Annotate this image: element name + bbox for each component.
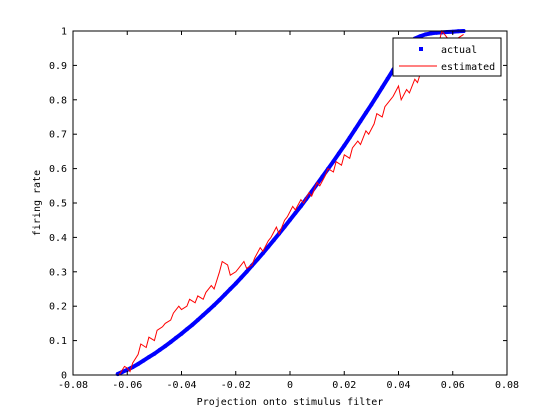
y-axis-ticks: 0 0.1 0.2 0.3 0.4 0.5 0.6 0.7 0.8 0.9 1 [49, 27, 507, 382]
data-point-actual [429, 31, 434, 36]
data-point-actual [260, 251, 265, 256]
legend-label-estimated: estimated [441, 62, 495, 73]
data-point-actual [201, 313, 206, 318]
data-point-actual [331, 159, 336, 164]
data-point-actual [374, 94, 379, 98]
data-point-actual [184, 327, 189, 332]
legend: actual estimated [392, 37, 502, 77]
data-point-actual [288, 217, 292, 222]
data-point-actual [146, 355, 151, 360]
data-point-actual [168, 340, 173, 344]
data-point-actual [179, 331, 184, 336]
data-point-actual [222, 292, 227, 297]
data-point-actual [190, 322, 195, 327]
data-point-actual [336, 151, 341, 156]
x-axis-label: Projection onto stimulus filter [197, 397, 384, 408]
data-point-actual [163, 344, 168, 349]
plot-area [73, 31, 507, 375]
data-point-actual [358, 119, 363, 124]
legend-box [392, 37, 502, 77]
x-tick-label: 0.02 [332, 380, 356, 391]
data-point-actual [255, 257, 260, 262]
data-point-actual [141, 358, 146, 363]
data-point-actual [363, 110, 368, 115]
y-tick-label: 0.3 [49, 267, 67, 278]
y-tick-label: 0.8 [49, 95, 67, 106]
data-point-actual [266, 244, 271, 249]
data-point-actual [418, 34, 423, 39]
data-point-actual [174, 335, 179, 340]
y-tick-label: 0.4 [49, 233, 67, 244]
data-point-actual [434, 30, 439, 35]
data-point-actual [157, 347, 162, 352]
x-tick-label: 0.06 [441, 380, 465, 391]
data-point-actual [212, 303, 217, 308]
data-point-actual [228, 287, 233, 291]
x-tick-label: 0.04 [386, 380, 410, 391]
x-tick-label: -0.06 [112, 380, 142, 391]
y-tick-label: 0.1 [49, 336, 67, 347]
data-point-actual [342, 143, 347, 148]
data-point-actual [293, 211, 298, 215]
legend-marker-actual [419, 47, 423, 51]
data-point-actual [206, 308, 211, 313]
data-point-actual [380, 85, 385, 90]
data-point-actual [423, 32, 428, 37]
y-tick-label: 0.7 [49, 130, 67, 141]
data-point-actual [239, 275, 244, 280]
data-point-actual [271, 238, 276, 243]
y-axis-label: firing rate [32, 170, 43, 236]
data-point-actual [152, 351, 157, 356]
x-axis-ticks: -0.08 -0.06 -0.04 -0.02 0 0.02 0.04 0.06 0.08 [58, 31, 519, 391]
data-point-actual [233, 281, 238, 286]
x-tick-label: -0.08 [58, 380, 88, 391]
x-tick-label: -0.02 [221, 380, 251, 391]
data-point-actual [250, 263, 254, 268]
y-tick-label: 0.6 [49, 164, 67, 175]
data-point-actual [217, 298, 222, 302]
data-point-actual [244, 269, 249, 274]
data-point-actual [385, 76, 390, 81]
data-point-actual [320, 174, 325, 179]
x-tick-label: 0 [287, 380, 293, 391]
data-point-actual [353, 127, 358, 132]
x-tick-label: 0.08 [495, 380, 519, 391]
x-tick-label: -0.04 [166, 380, 196, 391]
data-point-actual [369, 102, 374, 107]
y-tick-label: 0.9 [49, 61, 67, 72]
data-point-actual [298, 204, 303, 209]
data-point-actual [347, 135, 352, 140]
y-tick-label: 0.2 [49, 302, 67, 313]
data-point-actual [195, 318, 200, 322]
y-tick-label: 0 [61, 371, 67, 382]
y-tick-label: 0.5 [49, 199, 67, 210]
data-point-actual [136, 362, 141, 366]
legend-label-actual: actual [441, 45, 477, 56]
data-point-actual [282, 224, 287, 229]
y-tick-label: 1 [61, 27, 67, 38]
series-estimated-line [118, 29, 464, 376]
